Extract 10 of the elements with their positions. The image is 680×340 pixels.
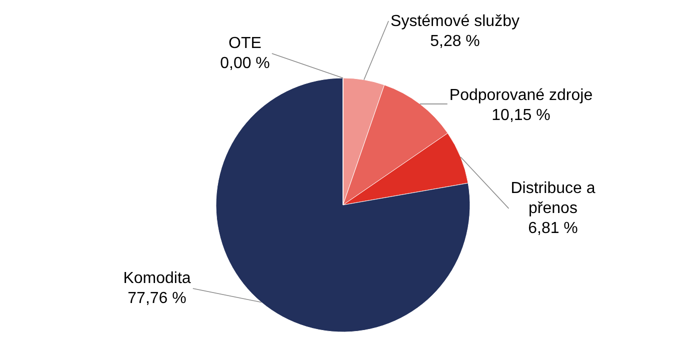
slice-label: Distribuce a přenos bbox=[510, 180, 596, 217]
slice-label: Systémové služby bbox=[390, 13, 520, 30]
slice-label: Podporované zdroje bbox=[449, 87, 593, 104]
data-label: 10,15 % bbox=[492, 107, 550, 124]
category-label: OTE bbox=[228, 35, 262, 52]
slice-label: Komodita bbox=[123, 270, 191, 287]
data-label: 6,81 % bbox=[528, 220, 578, 237]
data-label: 5,28 % bbox=[430, 33, 480, 50]
data-label: 77,76 % bbox=[128, 290, 186, 307]
text: 0,00 % bbox=[220, 55, 270, 72]
